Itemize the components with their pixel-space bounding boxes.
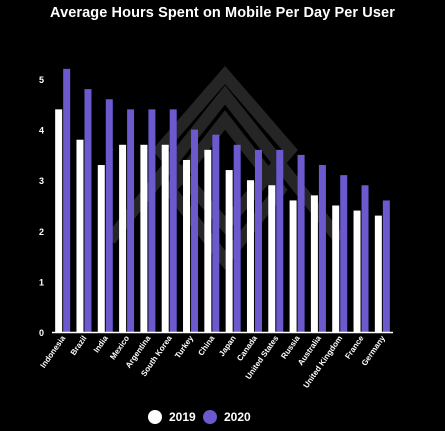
bar-2019-argentina [140, 144, 148, 332]
x-tick-label: Russia [279, 334, 302, 361]
y-tick-label: 1 [39, 277, 44, 287]
legend: 2019 2020 [0, 410, 445, 430]
bar-2019-south-korea [161, 144, 169, 332]
legend-label-2019: 2019 [169, 410, 196, 424]
bar-2020-india [105, 99, 113, 333]
bar-2019-brazil [76, 139, 84, 332]
chart-title: Average Hours Spent on Mobile Per Day Pe… [50, 5, 395, 21]
x-tick-label: China [196, 334, 216, 358]
legend-label-2020: 2020 [224, 410, 251, 424]
bar-2019-canada [246, 180, 254, 332]
legend-item-2020: 2020 [203, 410, 251, 424]
bar-2019-france [353, 210, 361, 332]
y-tick-label: 0 [39, 328, 44, 338]
bar-2020-canada [254, 149, 262, 332]
legend-item-2019: 2019 [148, 410, 196, 424]
bar-2020-indonesia [63, 68, 71, 332]
bar-2020-china [212, 134, 220, 332]
bar-2020-united-states [276, 149, 284, 332]
x-tick-label: United Kingdom [302, 334, 345, 390]
bar-2019-indonesia [55, 109, 63, 332]
bar-2020-germany [382, 200, 390, 332]
x-tick-label: India [92, 334, 110, 355]
bar-2020-brazil [84, 89, 92, 333]
x-tick-label: Indonesia [39, 334, 68, 370]
bar-2019-turkey [183, 159, 191, 332]
bar-2019-mexico [119, 144, 127, 332]
bar-2020-mexico [127, 109, 135, 332]
x-tick-label: France [343, 334, 366, 361]
bar-2019-russia [289, 200, 297, 332]
x-tick-label: Japan [217, 334, 238, 358]
bar-2020-russia [297, 154, 305, 332]
bar-2019-china [204, 149, 212, 332]
bar-2019-united-kingdom [332, 205, 340, 332]
legend-swatch-2019 [148, 410, 162, 424]
y-tick-label: 5 [39, 75, 44, 85]
x-tick-label: Turkey [173, 334, 195, 361]
y-axis: 0 1 2 3 4 5 [39, 75, 44, 338]
y-tick-label: 3 [39, 176, 44, 186]
legend-swatch-2020 [203, 410, 217, 424]
bar-2020-united-kingdom [340, 175, 348, 332]
bar-2019-united-states [268, 185, 276, 332]
bar-2020-japan [233, 144, 241, 332]
bar-2020-france [361, 185, 369, 332]
y-tick-label: 4 [39, 126, 44, 136]
x-axis: Indonesia Brazil IndiaMexicoArgentinaSouth… [39, 331, 393, 390]
bar-2019-germany [374, 215, 382, 332]
bar-2019-japan [225, 170, 233, 332]
x-tick-label: Brazil [69, 334, 89, 357]
bar-2019-australia [310, 195, 318, 332]
bars-group [55, 68, 390, 333]
bar-2020-turkey [191, 129, 199, 332]
bar-2019-india [97, 165, 105, 332]
bar-2020-argentina [148, 109, 156, 332]
y-tick-label: 2 [39, 227, 44, 237]
bar-2020-australia [318, 165, 326, 332]
bar-2020-south-korea [169, 109, 177, 332]
